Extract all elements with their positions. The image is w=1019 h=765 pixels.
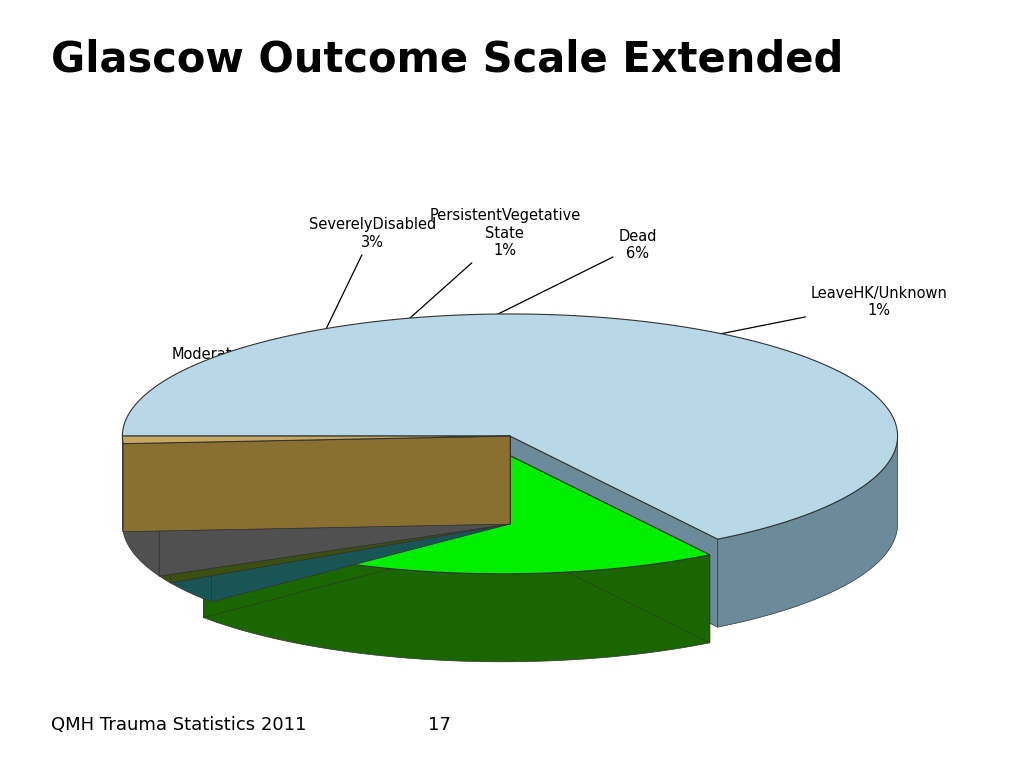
Polygon shape [170, 436, 509, 514]
Polygon shape [203, 529, 709, 662]
Polygon shape [123, 436, 510, 532]
Polygon shape [159, 436, 509, 495]
Polygon shape [170, 436, 509, 583]
Text: Glascow Outcome Scale Extended: Glascow Outcome Scale Extended [51, 38, 843, 80]
Text: Dead
6%: Dead 6% [205, 229, 656, 460]
Polygon shape [203, 451, 501, 617]
Polygon shape [122, 314, 897, 539]
Polygon shape [170, 436, 509, 583]
Polygon shape [170, 495, 211, 602]
Polygon shape [123, 444, 159, 576]
Polygon shape [510, 436, 717, 627]
Polygon shape [203, 451, 709, 574]
Polygon shape [123, 436, 510, 532]
Polygon shape [159, 436, 509, 576]
Text: SeverelyDisabled
3%: SeverelyDisabled 3% [248, 217, 435, 490]
Text: ModeratelyDisabled
23%: ModeratelyDisabled 23% [171, 347, 450, 549]
Polygon shape [159, 488, 170, 583]
Polygon shape [211, 436, 510, 602]
Text: PersistentVegetative
State
1%: PersistentVegetative State 1% [228, 208, 580, 480]
Text: 17: 17 [428, 716, 450, 734]
Text: QMH Trauma Statistics 2011: QMH Trauma Statistics 2011 [51, 716, 306, 734]
Polygon shape [501, 451, 709, 643]
Text: GoodRecovery
66%: GoodRecovery 66% [664, 350, 819, 448]
Polygon shape [123, 436, 510, 488]
Polygon shape [159, 436, 509, 576]
Polygon shape [717, 436, 897, 627]
Text: LeaveHK/Unknown
1%: LeaveHK/Unknown 1% [195, 286, 947, 438]
Polygon shape [122, 436, 510, 444]
